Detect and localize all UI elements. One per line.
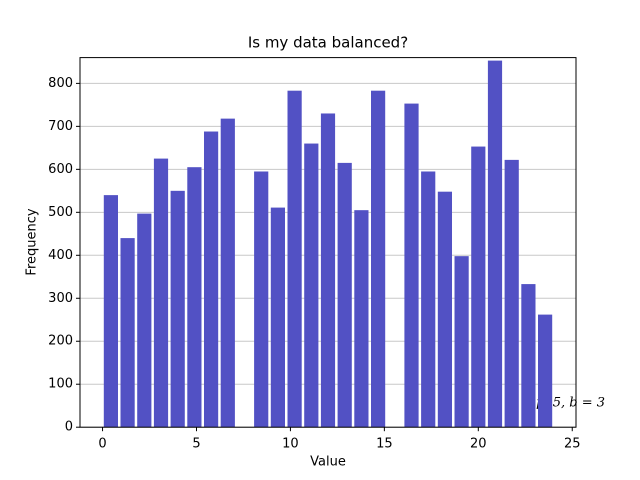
bar bbox=[337, 162, 352, 428]
bar bbox=[437, 191, 453, 428]
bar bbox=[320, 113, 336, 428]
x-tick-label: 10 bbox=[282, 437, 299, 452]
bar bbox=[404, 103, 419, 428]
axes-frame bbox=[79, 57, 577, 428]
bar bbox=[203, 131, 219, 428]
bar bbox=[454, 256, 469, 428]
bar bbox=[421, 171, 436, 428]
y-tick-label: 700 bbox=[48, 119, 73, 134]
bar bbox=[521, 284, 536, 428]
bar bbox=[270, 207, 286, 428]
y-tick-label: 800 bbox=[48, 76, 73, 91]
bar bbox=[137, 213, 152, 428]
x-tick-label: 0 bbox=[98, 437, 106, 452]
bar bbox=[187, 167, 202, 428]
y-tick-label: 400 bbox=[48, 248, 73, 263]
x-axis-label: Value bbox=[310, 455, 346, 470]
bar bbox=[304, 143, 319, 428]
bar bbox=[538, 314, 553, 428]
y-tick-label: 100 bbox=[48, 377, 73, 392]
bar bbox=[370, 90, 386, 428]
y-tick-label: 0 bbox=[65, 420, 73, 435]
bar bbox=[504, 159, 519, 428]
x-tick-label: 5 bbox=[192, 437, 200, 452]
bar bbox=[354, 210, 369, 428]
plot-area bbox=[76, 60, 576, 432]
bar bbox=[487, 60, 503, 428]
y-tick-label: 600 bbox=[48, 162, 73, 177]
bar bbox=[153, 158, 169, 428]
bar bbox=[120, 238, 135, 428]
y-tick-label: 300 bbox=[48, 291, 73, 306]
bar bbox=[287, 90, 302, 428]
bar bbox=[220, 118, 235, 428]
annotation: μ15, b = 3 bbox=[536, 396, 605, 411]
bar bbox=[170, 190, 185, 428]
bar bbox=[103, 195, 118, 428]
y-tick-label: 500 bbox=[48, 205, 73, 220]
y-axis-label: Frequency bbox=[25, 208, 40, 275]
x-tick-label: 25 bbox=[564, 437, 581, 452]
bar bbox=[254, 171, 269, 428]
bar bbox=[471, 146, 486, 428]
x-tick-label: 20 bbox=[470, 437, 487, 452]
chart-title: Is my data balanced? bbox=[248, 34, 408, 52]
x-tick-label: 15 bbox=[376, 437, 393, 452]
y-tick-label: 200 bbox=[48, 334, 73, 349]
